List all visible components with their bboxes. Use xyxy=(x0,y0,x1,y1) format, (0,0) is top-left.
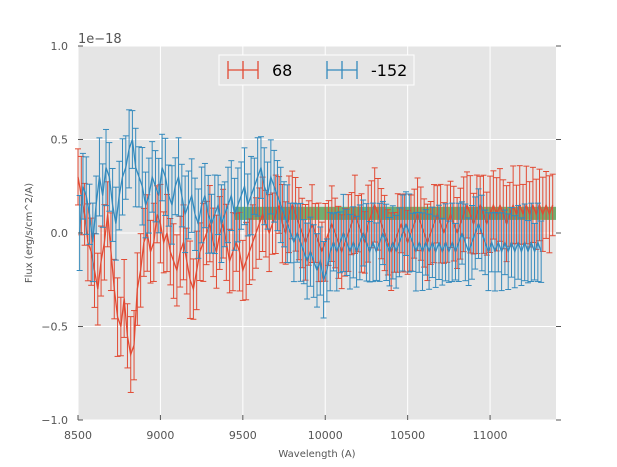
series-line xyxy=(77,176,554,358)
axis-ticks: 8500 9000 9500 10000 10500 11000 −1.0 −0.5 0.0 0.… xyxy=(41,40,561,442)
y-tick-label: 0.5 xyxy=(51,134,69,147)
y-tick-label: −1.0 xyxy=(41,414,68,427)
x-tick-label: 9000 xyxy=(146,429,174,442)
series-neg152 xyxy=(76,109,545,319)
legend-entries xyxy=(227,61,358,79)
x-tick-label: 10500 xyxy=(390,429,425,442)
x-tick-label: 11000 xyxy=(473,429,508,442)
y-axis-label: Flux (erg/s/cm^2/A) xyxy=(24,183,35,283)
legend-label-68: 68 xyxy=(272,61,292,80)
legend-symbol-68 xyxy=(227,61,259,79)
series-layer xyxy=(75,109,556,393)
y-tick-label: 1.0 xyxy=(51,40,69,53)
legend-symbol-neg152 xyxy=(326,61,358,79)
y-offset-label: 1e−18 xyxy=(78,32,122,47)
x-tick-label: 8500 xyxy=(64,429,92,442)
legend: 68 -152 xyxy=(218,54,415,86)
y-tick-label: 0.0 xyxy=(51,227,69,240)
legend-label-neg152: -152 xyxy=(371,61,407,80)
series-line xyxy=(78,139,542,283)
x-axis-label: Wavelength (A) xyxy=(278,449,355,460)
y-tick-label: −0.5 xyxy=(41,321,68,334)
x-tick-label: 9500 xyxy=(229,429,257,442)
x-tick-label: 10000 xyxy=(308,429,343,442)
